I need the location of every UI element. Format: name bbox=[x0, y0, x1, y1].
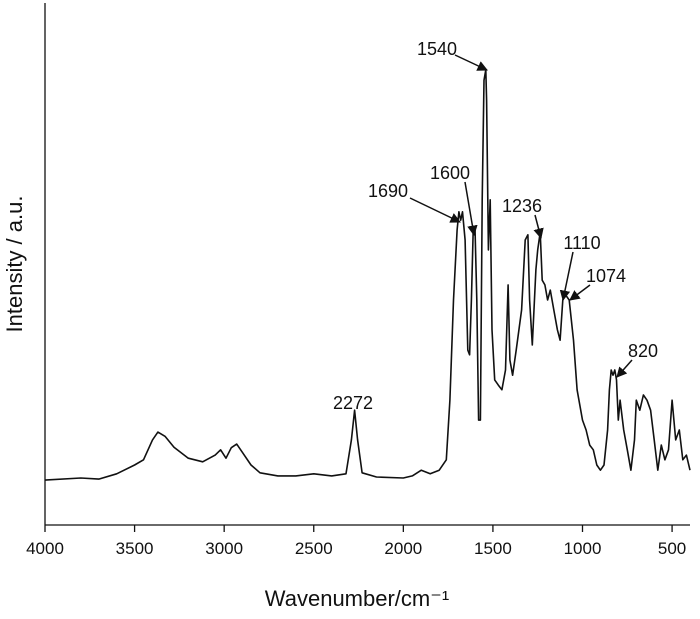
x-tick-label: 2500 bbox=[295, 539, 333, 558]
peak-label: 1540 bbox=[417, 39, 457, 59]
x-tick-label: 500 bbox=[658, 539, 686, 558]
x-tick-label: 4000 bbox=[26, 539, 64, 558]
y-axis-label: Intensity / a.u. bbox=[2, 196, 27, 333]
x-tick-label: 1000 bbox=[564, 539, 602, 558]
peak-arrow bbox=[559, 251, 574, 302]
peak-label: 2272 bbox=[333, 393, 373, 413]
peak-label: 1074 bbox=[586, 266, 626, 286]
peak-label: 1236 bbox=[502, 196, 542, 216]
peak-label: 1110 bbox=[563, 233, 600, 253]
peak-arrow bbox=[409, 197, 461, 223]
x-axis-label: Wavenumber/cm⁻¹ bbox=[265, 586, 449, 611]
peak-label: 1600 bbox=[430, 163, 470, 183]
peak-arrow bbox=[616, 359, 633, 378]
x-tick-label: 2000 bbox=[384, 539, 422, 558]
peak-label: 1690 bbox=[368, 181, 408, 201]
peak-arrow bbox=[533, 214, 544, 240]
x-tick-label: 1500 bbox=[474, 539, 512, 558]
peak-arrow bbox=[569, 284, 591, 301]
peak-arrow bbox=[464, 181, 478, 237]
x-tick-label: 3500 bbox=[116, 539, 154, 558]
peak-arrow bbox=[454, 54, 488, 71]
peak-label: 820 bbox=[628, 341, 658, 361]
spectrum-line bbox=[44, 69, 691, 481]
x-tick-label: 3000 bbox=[205, 539, 243, 558]
